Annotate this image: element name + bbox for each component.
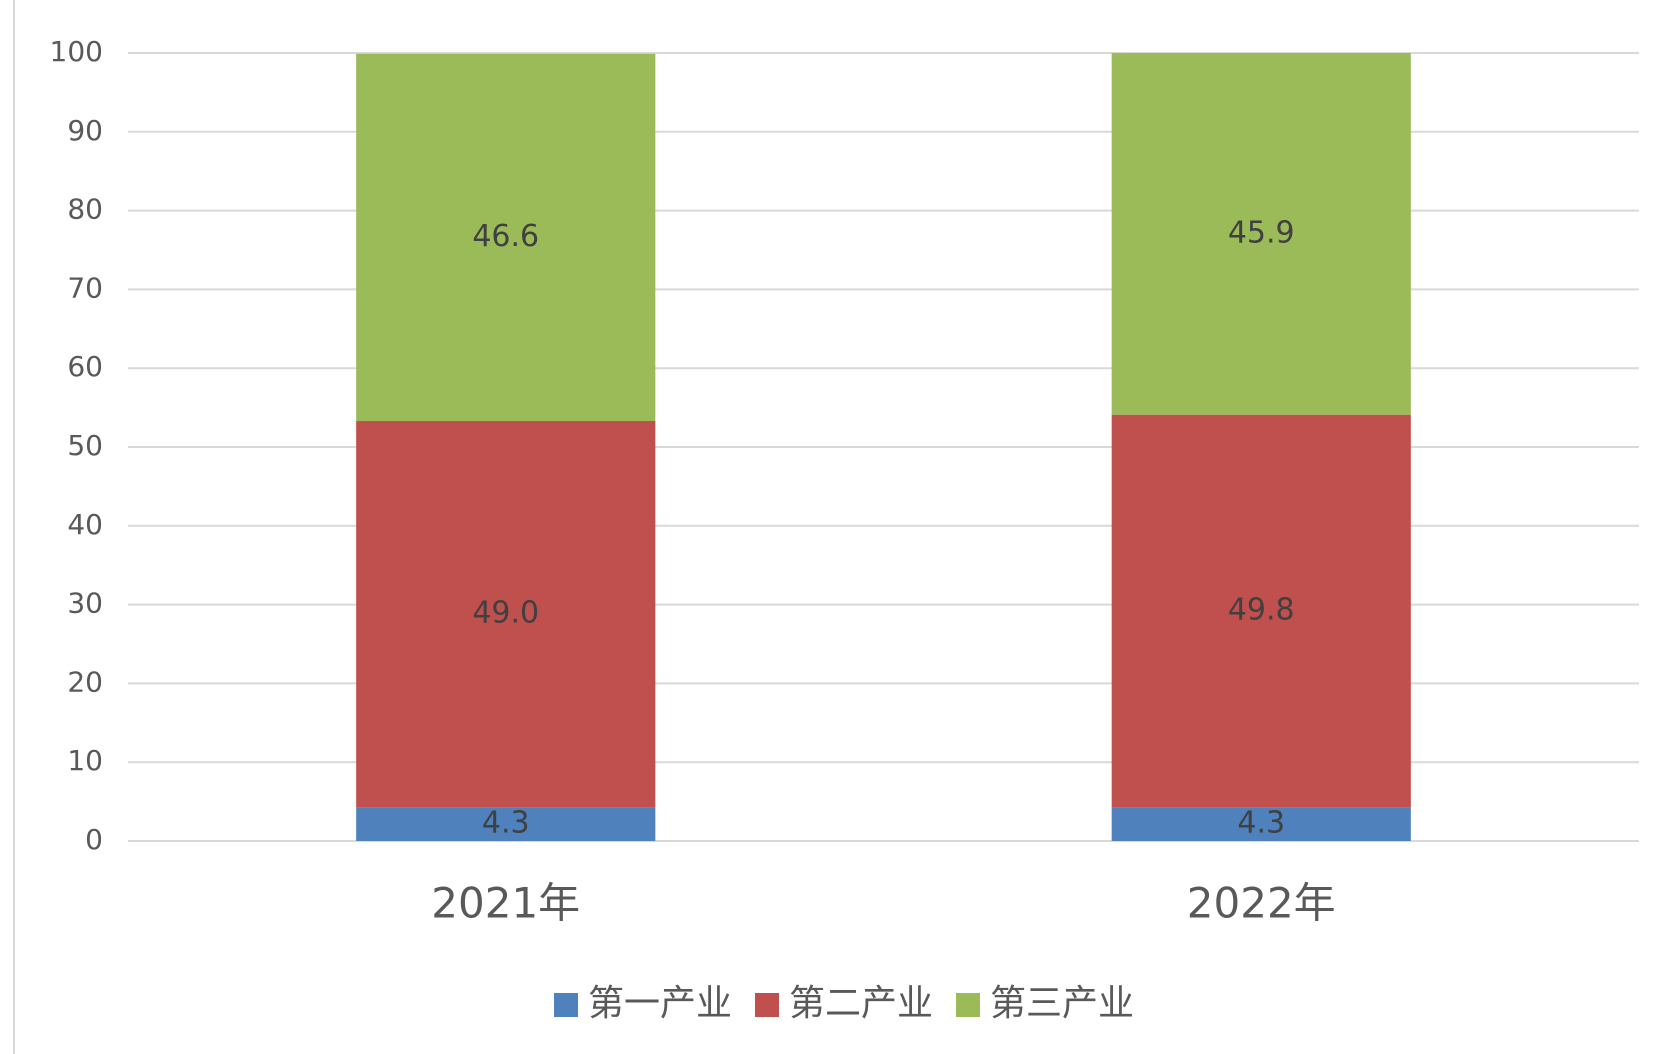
y-tick-label: 100 [50,35,103,68]
data-label: 49.0 [472,596,539,631]
bar-segment [356,420,656,808]
y-tick-label: 0 [85,823,103,856]
bar-segment [1111,53,1411,415]
y-tick-label: 70 [67,271,103,304]
y-tick-label: 40 [67,508,103,541]
y-tick-label: 80 [67,193,103,226]
x-tick-label: 2021年 [431,879,580,928]
legend-swatch [956,993,980,1017]
legend-label: 第三产业 [990,983,1134,1024]
legend-label: 第一产业 [588,983,732,1024]
y-tick-label: 30 [67,587,103,620]
x-tick-label: 2022年 [1187,879,1336,928]
bar-segment [356,53,656,421]
legend-label: 第二产业 [789,983,933,1024]
legend-swatch [554,993,578,1017]
data-label: 46.6 [472,219,539,254]
data-label: 49.8 [1228,592,1295,627]
bar-segment [356,807,656,841]
bar-segment [1111,807,1411,841]
y-tick-label: 50 [67,429,103,462]
y-tick-label: 10 [67,744,103,777]
y-tick-label: 60 [67,350,103,383]
data-label: 4.3 [482,806,530,841]
bar-segment [1111,414,1411,808]
data-label: 4.3 [1237,806,1285,841]
legend-swatch [755,993,779,1017]
y-tick-label: 90 [67,114,103,147]
data-label: 45.9 [1228,215,1295,250]
y-tick-label: 20 [67,665,103,698]
